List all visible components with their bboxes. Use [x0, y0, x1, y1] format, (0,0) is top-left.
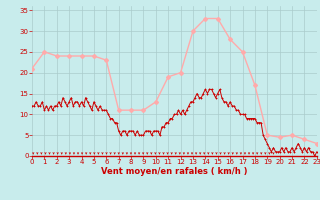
X-axis label: Vent moyen/en rafales ( km/h ): Vent moyen/en rafales ( km/h )	[101, 167, 248, 176]
